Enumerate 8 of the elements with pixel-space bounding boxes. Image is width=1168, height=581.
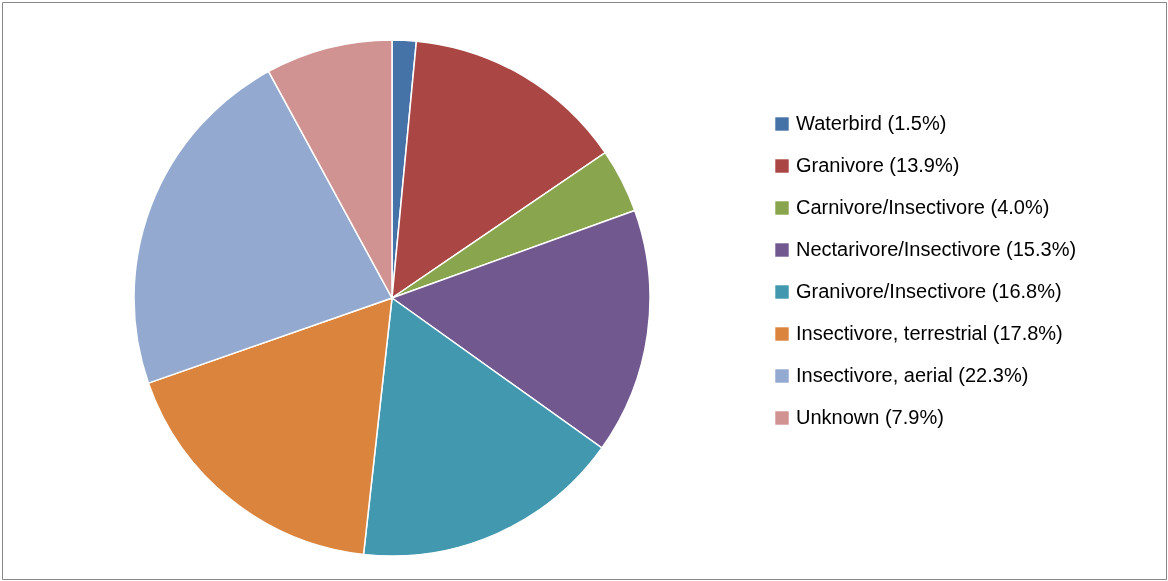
legend-label: Granivore/Insectivore (16.8%) [796,280,1062,302]
legend-label: Nectarivore/Insectivore (15.3%) [796,238,1077,260]
legend-label: Insectivore, terrestrial (17.8%) [796,322,1063,344]
legend-label: Carnivore/Insectivore (4.0%) [796,196,1050,218]
legend-label: Unknown (7.9%) [796,406,944,428]
legend-label: Insectivore, aerial (22.3%) [796,364,1029,386]
legend-label: Waterbird (1.5%) [796,112,947,134]
legend-label: Granivore (13.9%) [796,154,960,176]
